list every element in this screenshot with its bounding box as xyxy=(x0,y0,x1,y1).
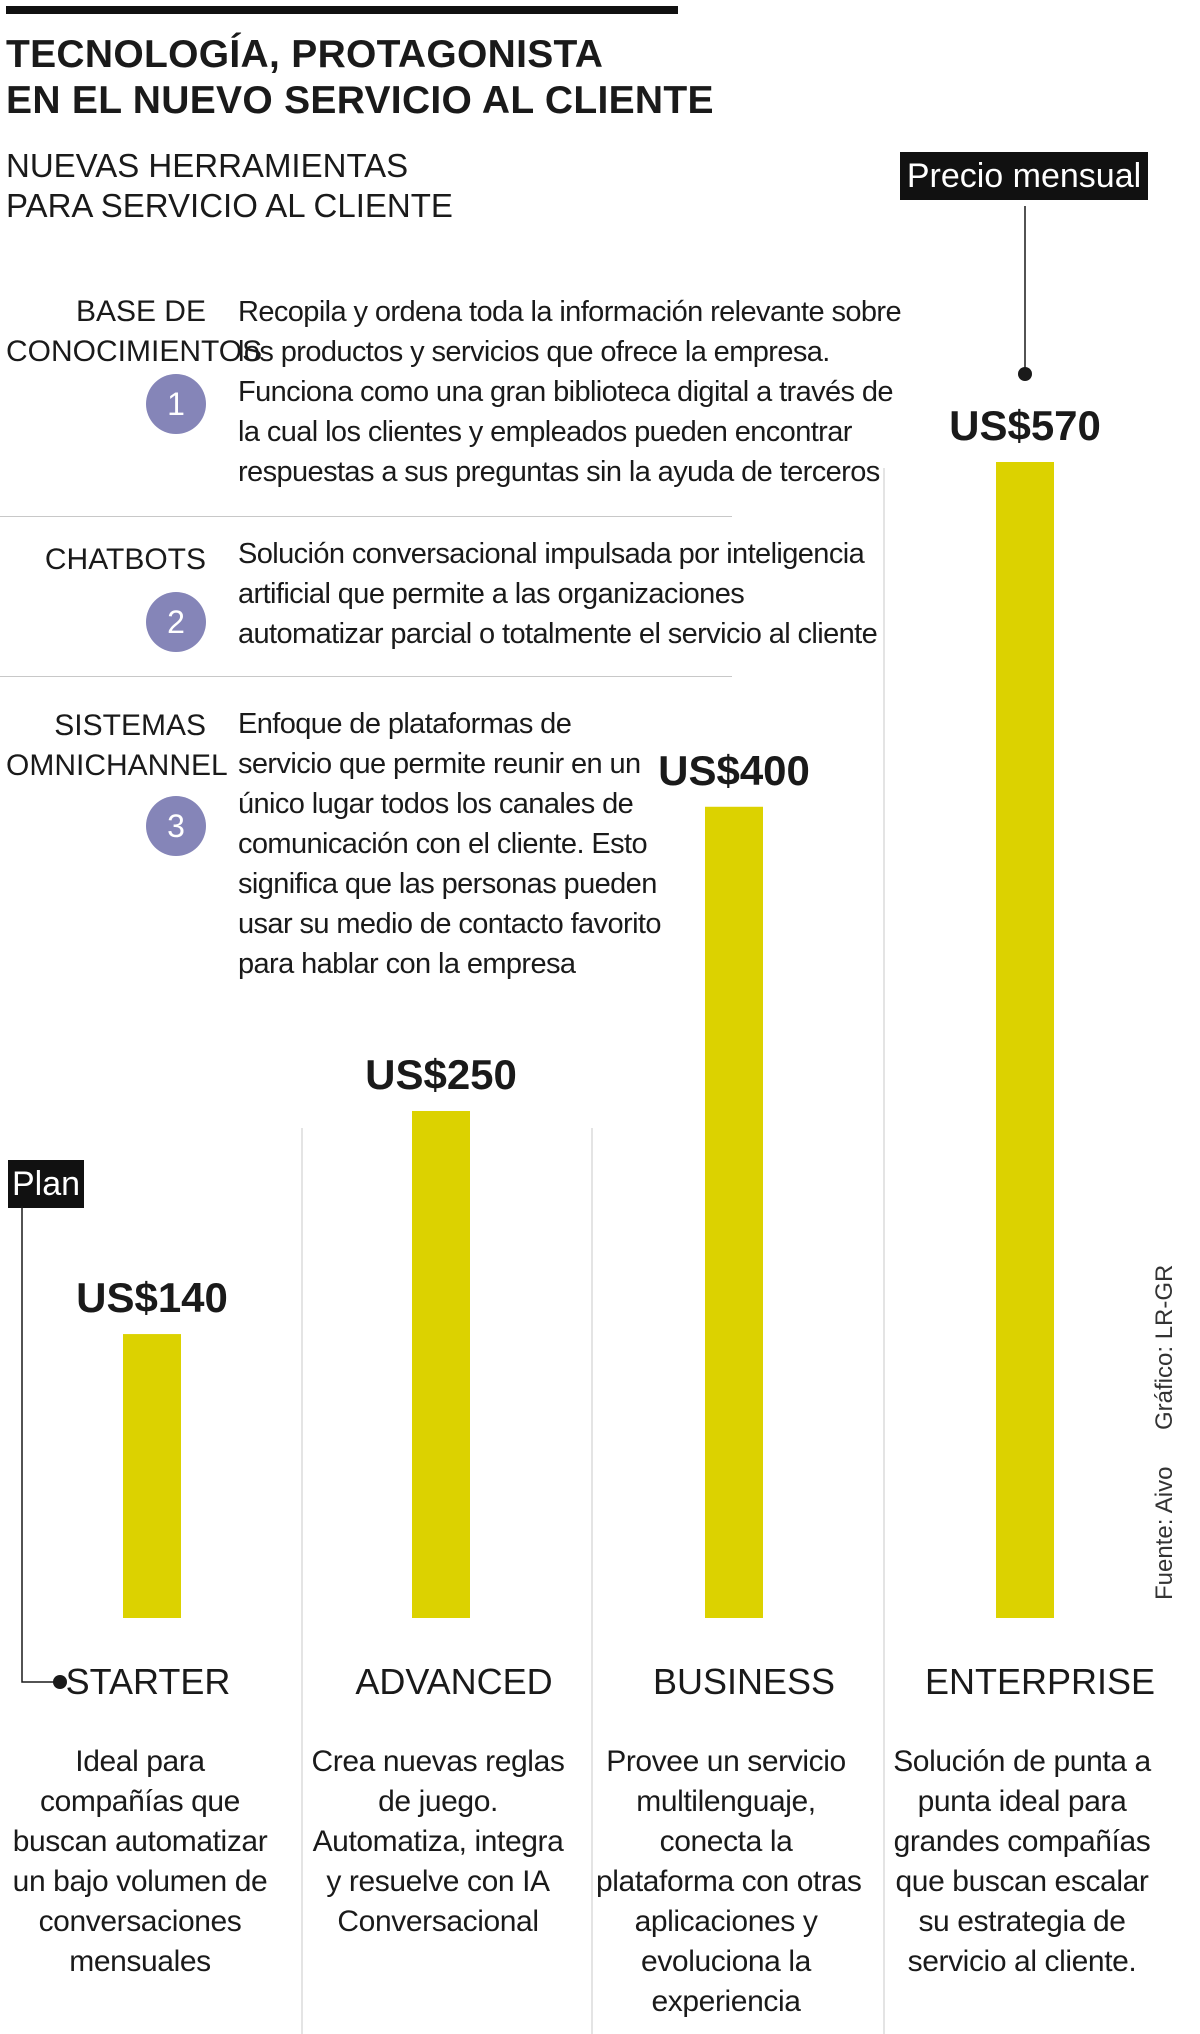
desc-line: punta ideal para xyxy=(917,1785,1127,1818)
top-rule xyxy=(6,6,678,14)
page-title: TECNOLOGÍA, PROTAGONISTA EN EL NUEVO SER… xyxy=(6,32,766,124)
solution-2-name: CHATBOTS xyxy=(6,540,206,580)
desc-line: evoluciona la xyxy=(641,1945,811,1978)
solution-3-desc-line: servicio que permite reunir en un xyxy=(238,748,641,780)
solution-1-desc-line: los productos y servicios que ofrece la … xyxy=(238,336,830,368)
value-label-starter: US$140 xyxy=(76,1274,228,1321)
desc-line: Crea nuevas reglas xyxy=(311,1745,565,1778)
value-label-business: US$400 xyxy=(658,747,810,794)
solution-1-desc-line: Funciona como una gran biblioteca digita… xyxy=(238,376,894,408)
desc-line: conecta la xyxy=(659,1825,793,1858)
desc-line: plataforma con otras xyxy=(596,1865,862,1898)
desc-line: su estrategia de xyxy=(918,1905,1126,1938)
category-description-enterprise: Solución de punta a punta ideal para gra… xyxy=(892,1742,1152,1982)
solution-1-desc-line: la cual los clientes y empleados pueden … xyxy=(238,416,852,448)
subtitle-line-1: NUEVAS HERRAMIENTAS xyxy=(6,147,409,184)
solution-3-desc-line: para hablar con la empresa xyxy=(238,948,576,980)
section-subtitle: NUEVAS HERRAMIENTAS PARA SERVICIO AL CLI… xyxy=(6,146,566,226)
desc-line: Ideal para xyxy=(75,1745,205,1778)
desc-line: de juego. xyxy=(378,1785,498,1818)
solution-2-description: Solución conversacional impulsada por in… xyxy=(238,534,878,654)
solution-3-name-line-1: SISTEMAS xyxy=(54,709,206,742)
solution-1-name-line-1: BASE DE xyxy=(75,295,206,328)
bar-advanced xyxy=(412,1110,470,1618)
bar-enterprise xyxy=(996,462,1054,1618)
solution-1-description: Recopila y ordena toda la información re… xyxy=(238,292,902,492)
bar-starter xyxy=(123,1334,181,1618)
desc-line: Provee un servicio xyxy=(606,1745,846,1778)
solution-2-name-line-1: CHATBOTS xyxy=(44,543,206,576)
desc-line: que buscan escalar xyxy=(895,1865,1149,1898)
desc-line: un bajo volumen de xyxy=(12,1865,268,1898)
desc-line: aplicaciones y xyxy=(634,1905,818,1938)
solution-1-desc-line: Recopila y ordena toda la información re… xyxy=(238,296,902,328)
solution-3-desc-line: único lugar todos los canales de xyxy=(238,788,634,820)
x-axis-pointer-dot xyxy=(53,1675,67,1689)
desc-line: y resuelve con IA xyxy=(326,1865,550,1898)
solution-3-desc-line: significa que las personas pueden xyxy=(238,868,657,900)
desc-line: conversaciones xyxy=(38,1905,242,1938)
source-note: Fuente: Aivo xyxy=(1151,1466,1178,1600)
desc-line: buscan automatizar xyxy=(12,1825,268,1858)
solution-1-desc-line: respuestas a sus preguntas sin la ayuda … xyxy=(238,456,880,488)
subtitle-line-2: PARA SERVICIO AL CLIENTE xyxy=(6,187,453,224)
x-axis-pointer-line xyxy=(21,1206,60,1683)
desc-line: Conversacional xyxy=(337,1905,539,1938)
separator xyxy=(0,676,732,677)
solution-2-number-badge: 2 xyxy=(146,592,206,652)
category-description-advanced: Crea nuevas reglas de juego. Automatiza,… xyxy=(308,1742,568,1942)
category-label-business: BUSINESS xyxy=(652,1661,836,1702)
value-label-enterprise: US$570 xyxy=(949,402,1101,449)
solution-3-desc-line: comunicación con el cliente. Esto xyxy=(238,828,648,860)
desc-line: multilenguaje, xyxy=(636,1785,816,1818)
desc-line: mensuales xyxy=(69,1945,211,1978)
bar-business xyxy=(705,806,763,1618)
desc-line: servicio al cliente. xyxy=(907,1945,1137,1978)
title-line-1: TECNOLOGÍA, PROTAGONISTA xyxy=(6,33,604,76)
desc-line: Automatiza, integra xyxy=(312,1825,564,1858)
category-description-starter: Ideal para compañías que buscan automati… xyxy=(10,1742,270,1982)
solution-3-desc-line: usar su medio de contacto favorito xyxy=(238,908,662,940)
solution-2-desc-line: Solución conversacional impulsada por in… xyxy=(238,538,865,570)
category-label-enterprise: ENTERPRISE xyxy=(924,1661,1156,1702)
solution-3-description: Enfoque de plataformas de servicio que p… xyxy=(238,704,662,984)
solution-1-number-badge: 1 xyxy=(146,374,206,434)
category-description-business: Provee un servicio multilenguaje, conect… xyxy=(596,1742,862,2022)
desc-line: Solución de punta a xyxy=(893,1745,1151,1778)
solution-3-name-line-2: OMNICHANNEL xyxy=(6,749,228,782)
desc-line: grandes compañías xyxy=(893,1825,1151,1858)
category-label-advanced: ADVANCED xyxy=(355,1661,553,1702)
graphic-credit: Gráfico: LR-GR xyxy=(1151,1264,1178,1430)
solution-3-desc-line: Enfoque de plataformas de xyxy=(238,708,572,740)
value-label-advanced: US$250 xyxy=(365,1051,517,1098)
solution-3-name: SISTEMAS OMNICHANNEL xyxy=(6,706,228,786)
desc-line: compañías que xyxy=(40,1785,240,1818)
y-axis-pointer-dot xyxy=(1018,367,1032,381)
separator xyxy=(0,516,732,517)
solution-2-desc-line: artificial que permite a las organizacio… xyxy=(238,578,745,610)
y-axis-label: Precio mensual xyxy=(900,152,1148,200)
solution-3-number-badge: 3 xyxy=(146,796,206,856)
x-axis-label: Plan xyxy=(8,1160,84,1208)
solution-2-desc-line: automatizar parcial o totalmente el serv… xyxy=(238,618,878,650)
category-label-starter: STARTER xyxy=(65,1661,231,1702)
title-line-2: EN EL NUEVO SERVICIO AL CLIENTE xyxy=(6,79,714,122)
desc-line: experiencia xyxy=(651,1985,801,2018)
